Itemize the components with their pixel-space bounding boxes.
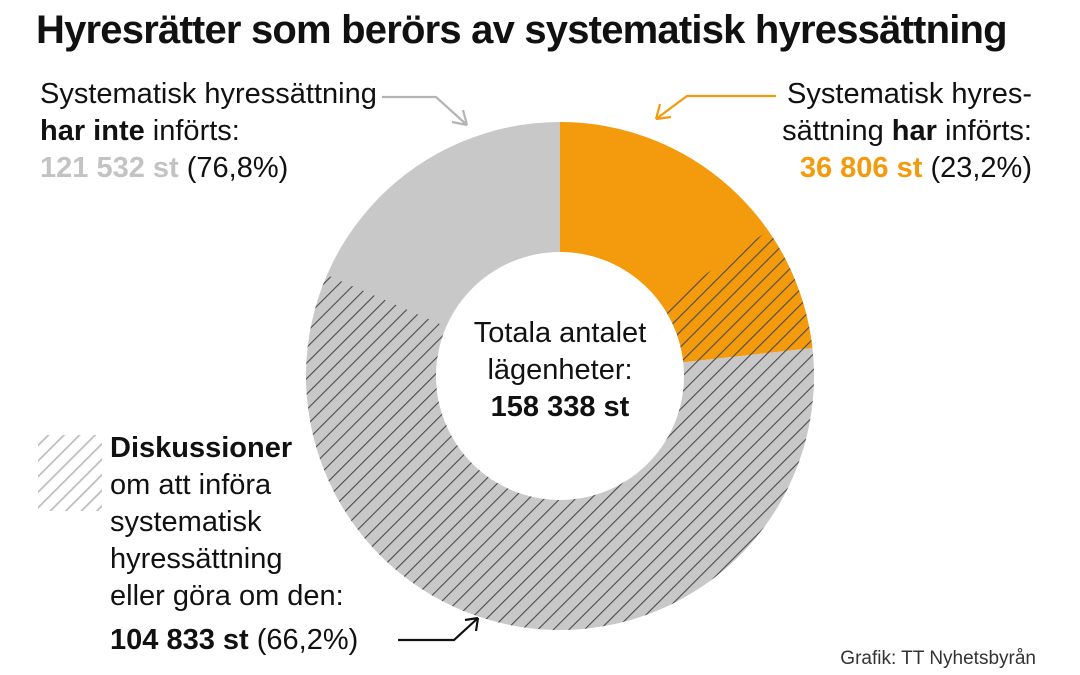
label-discussions-line3: systematisk — [110, 506, 262, 538]
hatch-legend-swatch — [38, 435, 102, 511]
label-discussions-pct: (66,2%) — [256, 624, 359, 656]
center-line1: Totala antalet — [473, 317, 647, 349]
label-not-introduced-rest: införts: — [144, 115, 240, 147]
label-introduced-pre: sättning — [782, 115, 892, 147]
hatch-leader-arrow — [398, 616, 480, 642]
label-discussions: Diskussioner om att införa systematisk h… — [110, 430, 344, 615]
gray-leader-arrow — [382, 95, 469, 127]
chart-title: Hyresrätter som berörs av systematisk hy… — [36, 8, 1008, 52]
label-discussions-line4: hyressättning — [110, 543, 283, 575]
label-discussions-value-row: 104 833 st (66,2%) — [110, 622, 358, 659]
label-not-introduced: Systematisk hyressättning har inte inför… — [40, 76, 377, 187]
center-total-value: 158 338 st — [490, 391, 630, 423]
center-total-label: Totala antalet lägenheter: 158 338 st — [440, 315, 680, 426]
orange-leader-arrow — [654, 94, 776, 121]
label-introduced-value: 36 806 st — [799, 152, 923, 184]
label-discussions-bold: Diskussioner — [110, 432, 293, 464]
label-discussions-value: 104 833 st — [110, 624, 249, 656]
label-not-introduced-line1: Systematisk hyressättning — [40, 78, 377, 110]
label-introduced-rest: införts: — [936, 115, 1032, 147]
label-not-introduced-pct: (76,8%) — [186, 152, 289, 184]
label-discussions-line5: eller göra om den: — [110, 580, 344, 612]
label-introduced-line1: Systematisk hyres- — [787, 78, 1032, 110]
center-line2: lägenheter: — [487, 354, 633, 386]
label-not-introduced-value: 121 532 st — [40, 152, 179, 184]
source-credit: Grafik: TT Nyhetsbyrån — [840, 648, 1036, 669]
label-discussions-line2: om att införa — [110, 469, 272, 501]
donut-hatch-overlay — [306, 230, 814, 631]
label-introduced-pct: (23,2%) — [930, 152, 1032, 184]
label-introduced-bold: har — [891, 115, 937, 147]
label-introduced: Systematisk hyres- sättning har införts:… — [782, 76, 1032, 187]
label-not-introduced-bold: har inte — [40, 115, 145, 147]
